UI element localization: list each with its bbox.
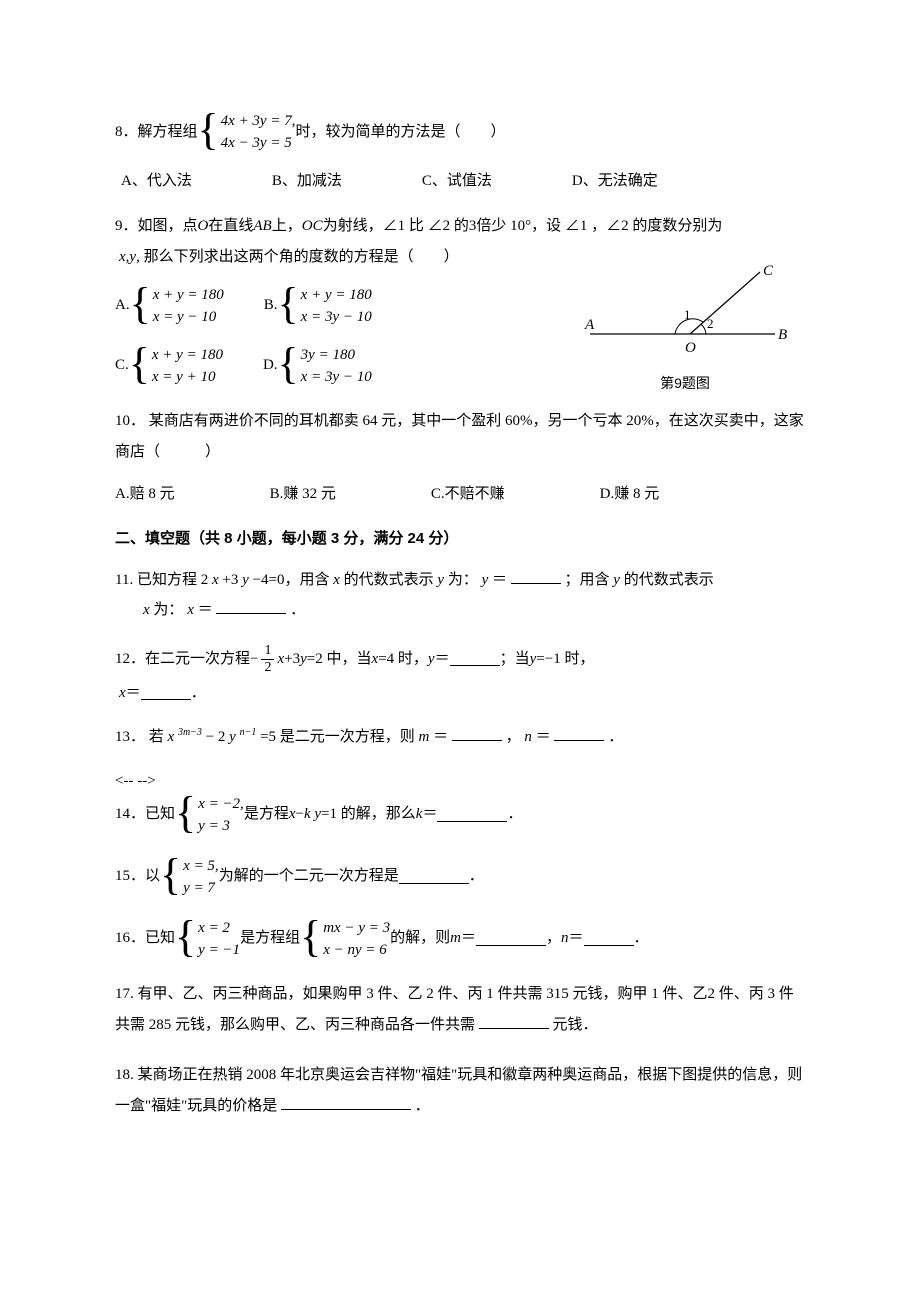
q8-optC: C、试值法 xyxy=(422,170,492,193)
q10-num: 10． xyxy=(115,413,145,429)
q9-t2b: , 那么下列求出这两个角的度数的方程是（ ） xyxy=(136,242,459,274)
q9-OC: OC xyxy=(302,211,323,243)
section-2-title: 二、填空题（共 8 小题，每小题 3 分，满分 24 分） xyxy=(115,528,805,551)
question-16: 16． 已知 { x = 2 y = −1 是方程组 { mx − y = 3 … xyxy=(115,917,805,961)
q14-system: { x = −2, y = 3 xyxy=(175,793,244,837)
q10-optC: C.不赔不赚 xyxy=(431,479,505,511)
q9-t1d: 为射线，∠1 比 ∠2 的3倍少 10°，设 ∠1 ，∠2 的度数分别为 xyxy=(323,211,723,243)
q9-optA: A. { x + y = 180 x = y − 10 xyxy=(115,284,224,328)
question-11: 11. 已知方程 2 x +3 y −4=0，用含 x 的代数式表示 y 为： … xyxy=(115,565,805,625)
q9-x: x xyxy=(115,242,126,274)
q9-figure: A B C O 1 2 第9题图 xyxy=(575,264,795,395)
question-18: 18. 某商场正在热销 2008 年北京奥运会吉祥物"福娃"玩具和徽章两种奥运商… xyxy=(115,1060,805,1123)
q15-blank xyxy=(399,870,469,884)
q12-num: 12． xyxy=(115,643,145,676)
svg-text:2: 2 xyxy=(707,316,714,331)
q14-num: 14． xyxy=(115,803,145,826)
q16-system-1: { x = 2 y = −1 xyxy=(175,917,240,961)
question-9: 9． 如图，点 O 在直线 AB 上， OC 为射线，∠1 比 ∠2 的3倍少 … xyxy=(115,211,805,388)
q8-optA: A、代入法 xyxy=(121,170,192,193)
q9-fig-caption: 第9题图 xyxy=(575,373,795,394)
q14-blank xyxy=(437,808,507,822)
question-17: 17. 有甲、乙、丙三种商品，如果购甲 3 件、乙 2 件、丙 1 件共需 31… xyxy=(115,979,805,1042)
q10-optB: B.赚 32 元 xyxy=(270,479,336,511)
q8-system: { 4x + 3y = 7, 4x − 3y = 5 xyxy=(198,110,296,154)
q10-text: 某商店有两进价不同的耳机都卖 64 元，其中一个盈利 60%，另一个亏本 20%… xyxy=(115,413,804,461)
q9-optD: D. { 3y = 180 x = 3y − 10 xyxy=(263,344,372,388)
svg-text:B: B xyxy=(778,327,787,343)
q9-O: O xyxy=(198,211,209,243)
q18-blank xyxy=(281,1096,411,1110)
q15-num: 15． xyxy=(115,865,145,888)
q9-optB: B. { x + y = 180 x = 3y − 10 xyxy=(264,284,372,328)
q16-num: 16． xyxy=(115,927,145,950)
q12-blank-1 xyxy=(450,652,500,666)
q11-blank-1 xyxy=(511,570,561,584)
q8-optB: B、加减法 xyxy=(272,170,342,193)
q9-t1b: 在直线 xyxy=(208,211,253,243)
q9-t1c: 上， xyxy=(272,211,302,243)
q15-system: { x = 5, y = 7 xyxy=(160,855,219,899)
question-13: 13． 若 x 3m−3 − 2 y n−1 =5 是二元一次方程，则 m ＝ … xyxy=(115,722,805,752)
q16-system-2: { mx − y = 3 x − ny = 6 xyxy=(300,917,390,961)
q13-blank-2 xyxy=(554,727,604,741)
q9-y: y xyxy=(129,242,136,274)
svg-text:1: 1 xyxy=(684,307,691,322)
q8-num: 8． xyxy=(115,121,138,144)
q9-optC: C. { x + y = 180 x = y + 10 xyxy=(115,344,223,388)
q16-blank-2 xyxy=(584,932,634,946)
q13-blank-1 xyxy=(452,727,502,741)
q17-blank xyxy=(479,1015,549,1029)
q8-optD: D、无法确定 xyxy=(572,170,658,193)
q12-fraction: 1 2 xyxy=(258,643,277,675)
q10-optA: A.赔 8 元 xyxy=(115,479,175,511)
q10-optD: D.赚 8 元 xyxy=(600,479,660,511)
question-10: 10． 某商店有两进价不同的耳机都卖 64 元，其中一个盈利 60%，另一个亏本… xyxy=(115,406,805,511)
question-12: 12． 在二元一次方程− 1 2 x +3 y =2 中，当 x =4 时， y… xyxy=(115,643,805,705)
q8-text-after: 时，较为简单的方法是（ ） xyxy=(295,121,505,144)
q9-t1a: 如图，点 xyxy=(138,211,198,243)
q17-num: 17. xyxy=(115,986,138,1002)
q11-blank-2 xyxy=(216,600,286,614)
q16-blank-1 xyxy=(476,932,546,946)
question-15: 15． 以 { x = 5, y = 7 为解的一个二元一次方程是 ． xyxy=(115,855,805,899)
svg-text:O: O xyxy=(685,340,696,356)
question-14: 14． 已知 { x = −2, y = 3 是方程 x − k y =1 的解… xyxy=(115,793,805,837)
q9-AB: AB xyxy=(253,211,271,243)
q9-diagram-svg: A B C O 1 2 xyxy=(575,264,795,374)
q12-blank-2 xyxy=(141,686,191,700)
q8-text-before: 解方程组 xyxy=(138,121,198,144)
q11-num: 11. xyxy=(115,572,137,588)
svg-text:A: A xyxy=(584,317,595,333)
svg-text:C: C xyxy=(763,264,774,279)
q18-num: 18. xyxy=(115,1067,138,1083)
question-8: 8． 解方程组 { 4x + 3y = 7, 4x − 3y = 5 时，较为简… xyxy=(115,110,805,193)
q8-eq1: 4x + 3y = 7, xyxy=(221,110,296,132)
q13-num: 13． xyxy=(115,729,145,745)
q8-eq2: 4x − 3y = 5 xyxy=(221,132,296,154)
q9-num: 9． xyxy=(115,211,138,243)
